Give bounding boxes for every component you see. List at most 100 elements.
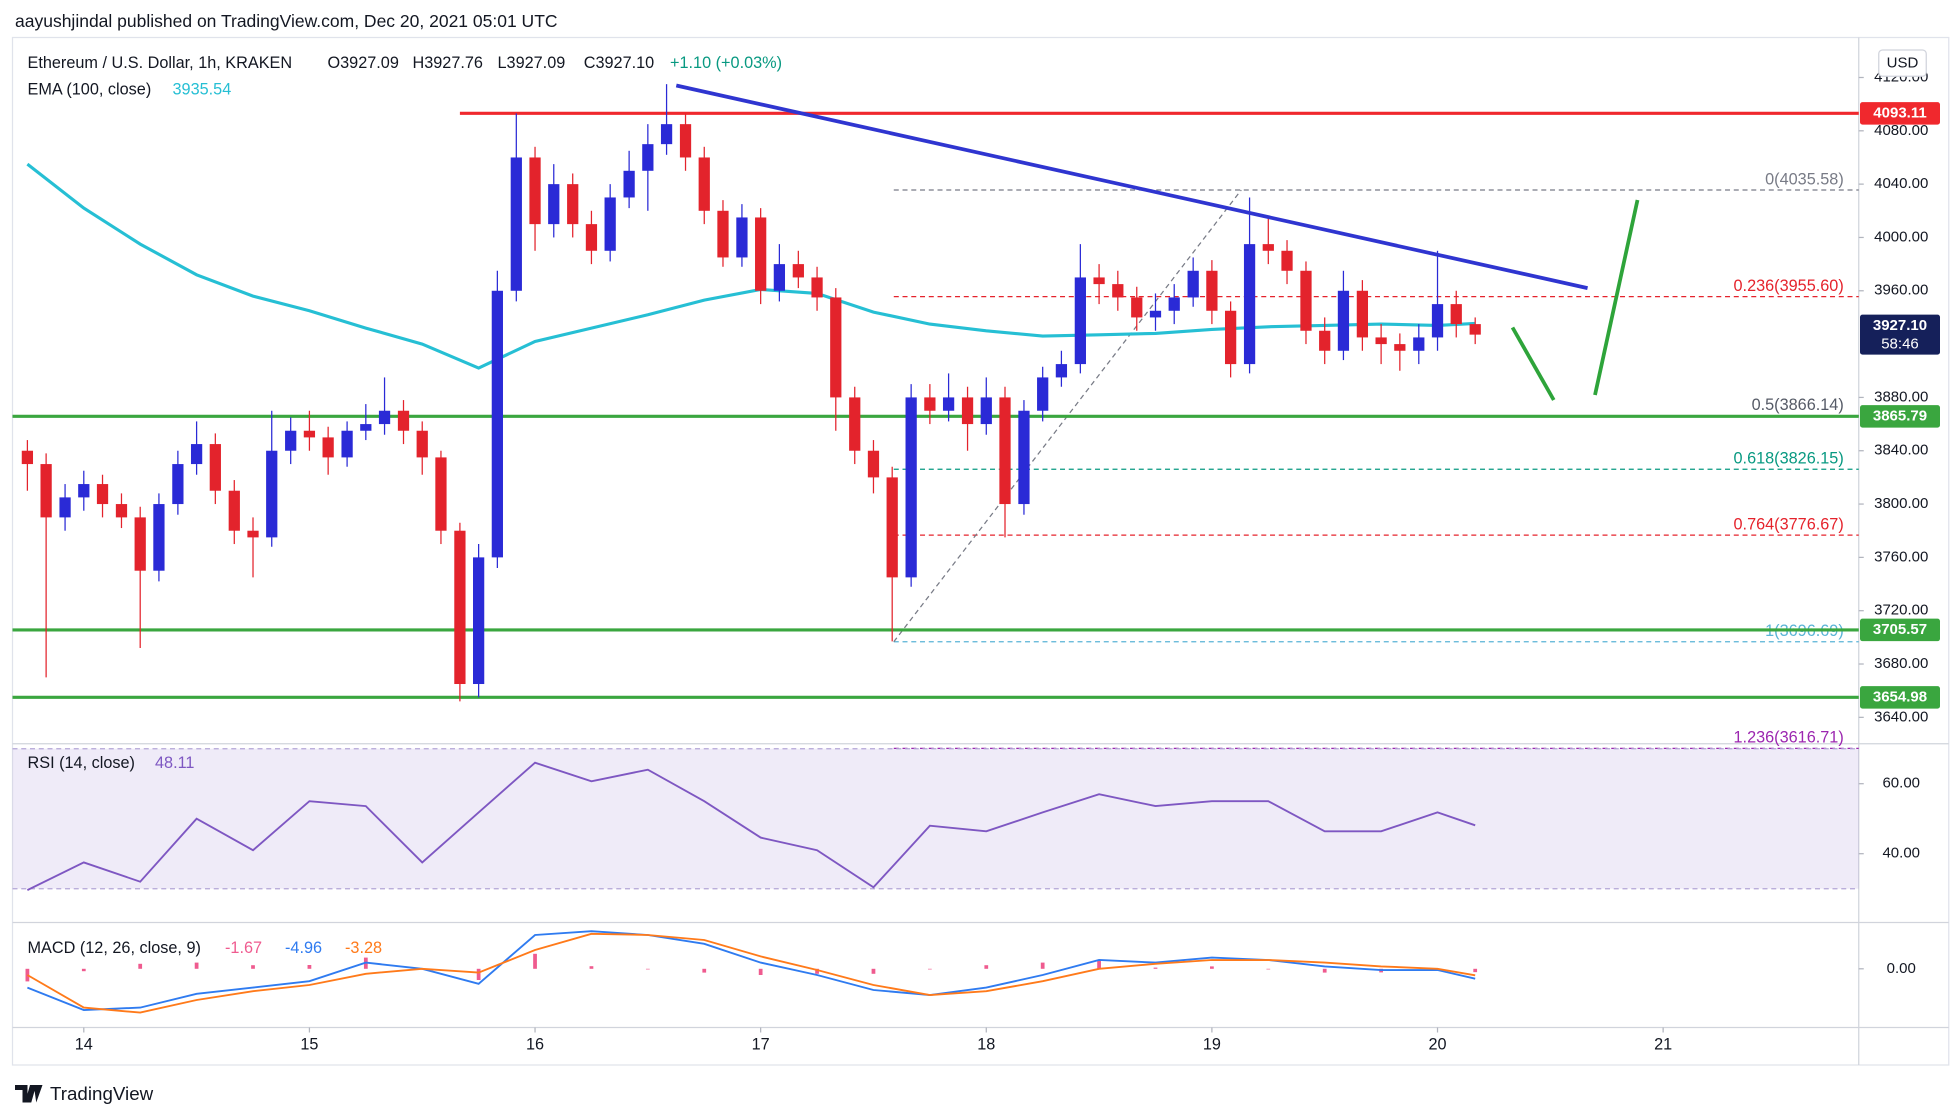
signal-line — [26, 932, 1476, 1014]
y-tick-label: 60.00 — [1882, 775, 1920, 792]
arrow-up — [1593, 199, 1640, 396]
candle-body — [1187, 270, 1199, 298]
candle-body — [153, 504, 165, 571]
currency-button[interactable] — [1878, 49, 1927, 77]
candle-body — [755, 217, 767, 291]
candle-body — [96, 484, 109, 505]
candle-body — [792, 264, 804, 278]
candle-body — [59, 497, 71, 518]
byline: aayushjindal published on TradingView.co… — [15, 11, 558, 31]
ohlc-low: L3927.09 — [498, 54, 566, 72]
candle-body — [660, 124, 673, 145]
candle-body — [341, 430, 353, 458]
price-tag — [1860, 618, 1940, 642]
candle-body — [1375, 337, 1387, 345]
macd-histogram-bar — [1266, 968, 1271, 970]
y-tick-label: 4040.00 — [1874, 175, 1928, 192]
brand: TradingView — [50, 1083, 154, 1104]
fib-label: 0.618(3826.15) — [1734, 449, 1844, 467]
candle-body — [1131, 297, 1143, 318]
ohlc-high: H3927.76 — [413, 54, 483, 72]
candle-body — [1074, 277, 1086, 365]
y-tick-label: 3680.00 — [1874, 655, 1928, 672]
candle-body — [190, 444, 203, 465]
macd-histogram-bar — [1153, 967, 1158, 969]
candle-body — [1281, 250, 1293, 271]
y-tick-label: 3880.00 — [1874, 388, 1928, 405]
macd-histogram-bar — [758, 968, 763, 975]
x-tick-label: 14 — [75, 1035, 93, 1053]
candle-body — [1450, 304, 1462, 325]
candle-body — [285, 430, 297, 451]
candle-body — [322, 437, 334, 458]
rsi-band — [12, 748, 1859, 889]
candle-body — [115, 504, 128, 518]
candle-body — [529, 157, 541, 225]
candle-body — [491, 290, 503, 558]
candle-body — [1168, 297, 1180, 311]
candle-body — [510, 157, 522, 291]
x-tick-label: 20 — [1428, 1035, 1446, 1053]
x-tick-label: 15 — [300, 1035, 318, 1053]
ohlc-open: O3927.09 — [328, 54, 399, 72]
macd-histogram-bar — [815, 968, 819, 974]
candle-body — [1469, 324, 1481, 335]
candle-body — [378, 410, 391, 425]
candle-body — [228, 490, 240, 531]
macd-histogram-bar — [871, 968, 876, 974]
candle-body — [134, 517, 146, 571]
candle-body — [1300, 270, 1312, 331]
y-tick-label: 0.00 — [1887, 960, 1916, 977]
trendline — [675, 83, 1588, 290]
macd-histogram-bar — [138, 963, 143, 969]
rsi-value: 48.11 — [155, 754, 194, 772]
macd-histogram-bar — [702, 968, 707, 973]
y-tick-label: 3800.00 — [1874, 495, 1928, 512]
candle-body — [961, 397, 974, 425]
candle-body — [454, 530, 466, 685]
candle-body — [360, 424, 372, 431]
candle-body — [942, 397, 955, 411]
macd-histogram-bar — [81, 968, 86, 972]
candle-body — [1319, 330, 1331, 351]
candle-body — [78, 484, 90, 498]
macd-histogram-bar — [1210, 966, 1214, 969]
macd-histogram-bar — [984, 965, 989, 969]
x-tick-label: 16 — [526, 1035, 544, 1053]
y-tick-label: 3640.00 — [1874, 708, 1928, 725]
currency[interactable]: USD — [1887, 55, 1919, 72]
candle-body — [1431, 304, 1444, 338]
x-tick-label: 21 — [1654, 1035, 1672, 1053]
ema-title: EMA (100, close) — [28, 80, 152, 98]
y-tick-label: 4000.00 — [1874, 228, 1928, 245]
macd-value: -4.96 — [285, 939, 322, 957]
candle-body — [567, 184, 579, 225]
candle-body — [604, 197, 616, 251]
candle-body — [397, 410, 410, 431]
plot-layer: 14 15 16 17 18 19 20 214120.004080.004040.00400… — [12, 68, 1940, 1053]
candle-body — [623, 170, 635, 198]
fib-label: 0.5(3866.14) — [1752, 396, 1844, 414]
macd-histogram-bar — [589, 966, 594, 969]
candle-body — [1149, 310, 1162, 318]
candle-body — [830, 297, 842, 398]
y-tick-label: 3960.00 — [1874, 282, 1928, 299]
macd-histogram-bar — [307, 965, 312, 969]
macd-histogram-bar — [1473, 968, 1478, 973]
candle-body — [773, 264, 786, 291]
symbol: Ethereum / U.S. Dollar, 1h, KRAKEN — [28, 54, 293, 72]
candle-body — [435, 457, 447, 531]
price-tag-label: 3705.57 — [1873, 621, 1927, 638]
y-tick-label: 4080.00 — [1874, 122, 1928, 139]
candle-body — [642, 144, 654, 171]
fib-label: 0.236(3955.60) — [1734, 277, 1844, 295]
candle-body — [980, 397, 992, 425]
countdown: 58:46 — [1881, 336, 1919, 353]
price-tag — [1860, 686, 1940, 709]
candle-body — [473, 557, 485, 685]
macd-histogram-bar — [251, 965, 255, 969]
candle-body — [416, 430, 428, 458]
change: +1.10 (+0.03%) — [670, 54, 782, 72]
